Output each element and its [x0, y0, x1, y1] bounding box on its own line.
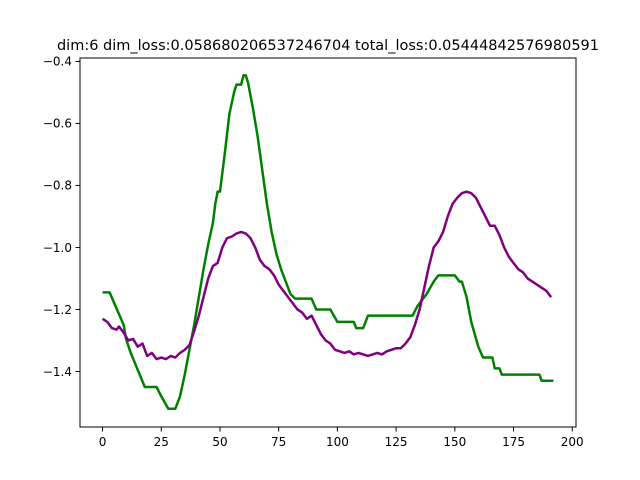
y-tick-label: −1.0: [43, 241, 72, 255]
x-tick-label: 150: [443, 435, 466, 449]
y-tick-label: −0.4: [43, 55, 72, 69]
y-axis: −1.4 −1.2 −1.0 −0.8 −0.6 −0.4: [43, 55, 80, 379]
y-tick-label: −1.2: [43, 303, 72, 317]
y-tick-label: −1.4: [43, 365, 72, 379]
series-layer: [101, 74, 554, 410]
y-tick-label: −0.8: [43, 179, 72, 193]
x-tick-label: 175: [502, 435, 525, 449]
y-tick-label: −0.6: [43, 117, 72, 131]
x-axis: 0 25 50 75 100 125 150 175 200: [99, 427, 584, 449]
x-tick-label: 125: [385, 435, 408, 449]
x-tick-label: 75: [271, 435, 286, 449]
x-tick-label: 50: [212, 435, 227, 449]
plot-frame: [79, 57, 577, 428]
chart-title: dim:6 dim_loss:0.058680206537246704 tota…: [57, 38, 599, 54]
x-tick-label: 0: [99, 435, 107, 449]
x-tick-label: 200: [561, 435, 584, 449]
series-line-1: [102, 74, 554, 410]
series-line-2: [101, 190, 553, 361]
x-tick-label: 100: [326, 435, 349, 449]
x-tick-label: 25: [154, 435, 169, 449]
